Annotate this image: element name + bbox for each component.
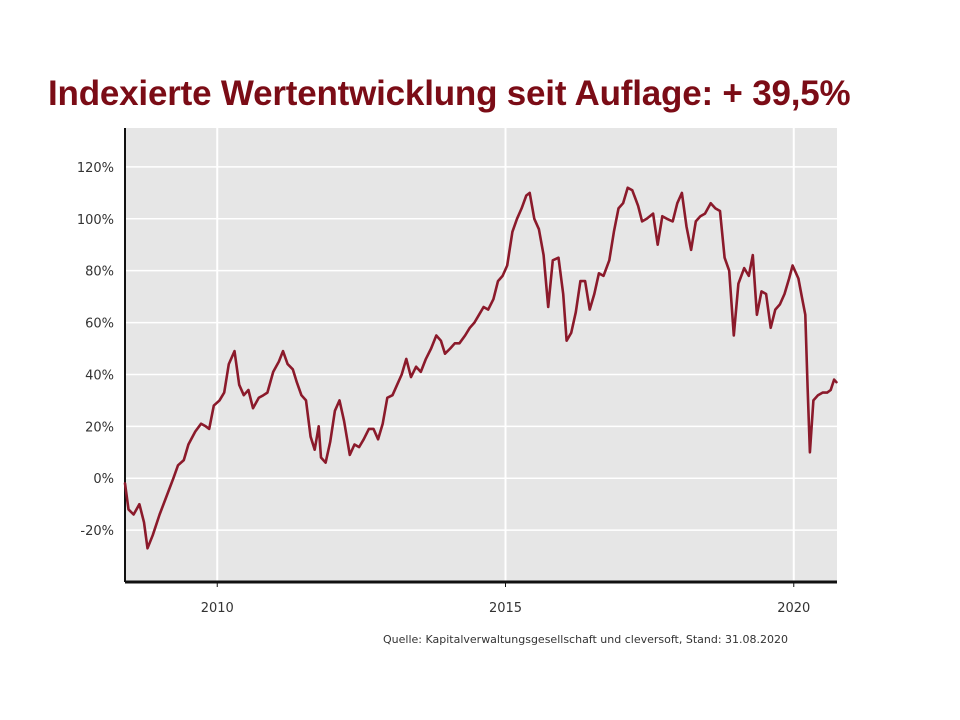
y-tick-label: 0% bbox=[93, 472, 114, 487]
y-tick-labels: -20% 0% 20% 40% 60% 80% 100% 120% bbox=[77, 161, 114, 539]
y-tick-label: 100% bbox=[77, 213, 114, 228]
x-tick-label: 2015 bbox=[489, 601, 522, 616]
chart-title: Indexierte Wertentwicklung seit Auflage:… bbox=[48, 74, 851, 113]
x-tick-label: 2010 bbox=[201, 601, 234, 616]
y-tick-label: 40% bbox=[85, 368, 114, 383]
y-tick-label: -20% bbox=[80, 524, 114, 539]
plot-background bbox=[125, 128, 837, 582]
grid-lines bbox=[125, 128, 837, 582]
performance-line bbox=[123, 186, 838, 550]
y-tick-label: 20% bbox=[85, 420, 114, 435]
x-tick-labels: 2010 2015 2020 bbox=[201, 601, 811, 616]
axes bbox=[124, 128, 837, 587]
source-note: Quelle: Kapitalverwaltungsgesellschaft u… bbox=[383, 633, 789, 646]
y-tick-label: 60% bbox=[85, 317, 114, 332]
y-tick-label: 80% bbox=[85, 265, 114, 280]
y-tick-label: 120% bbox=[77, 161, 114, 176]
x-tick-label: 2020 bbox=[777, 601, 810, 616]
